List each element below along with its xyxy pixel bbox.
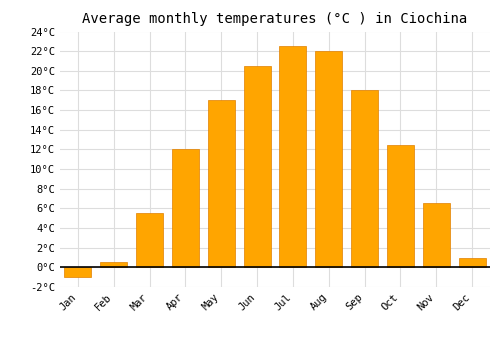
- Bar: [208, 100, 234, 267]
- Bar: [244, 66, 270, 267]
- Bar: [458, 258, 485, 267]
- Bar: [100, 262, 127, 267]
- Bar: [64, 267, 92, 277]
- Bar: [351, 90, 378, 267]
- Bar: [423, 203, 450, 267]
- Title: Average monthly temperatures (°C ) in Ciochina: Average monthly temperatures (°C ) in Ci…: [82, 12, 468, 26]
- Bar: [280, 46, 306, 267]
- Bar: [387, 145, 414, 267]
- Bar: [136, 213, 163, 267]
- Bar: [316, 51, 342, 267]
- Bar: [172, 149, 199, 267]
